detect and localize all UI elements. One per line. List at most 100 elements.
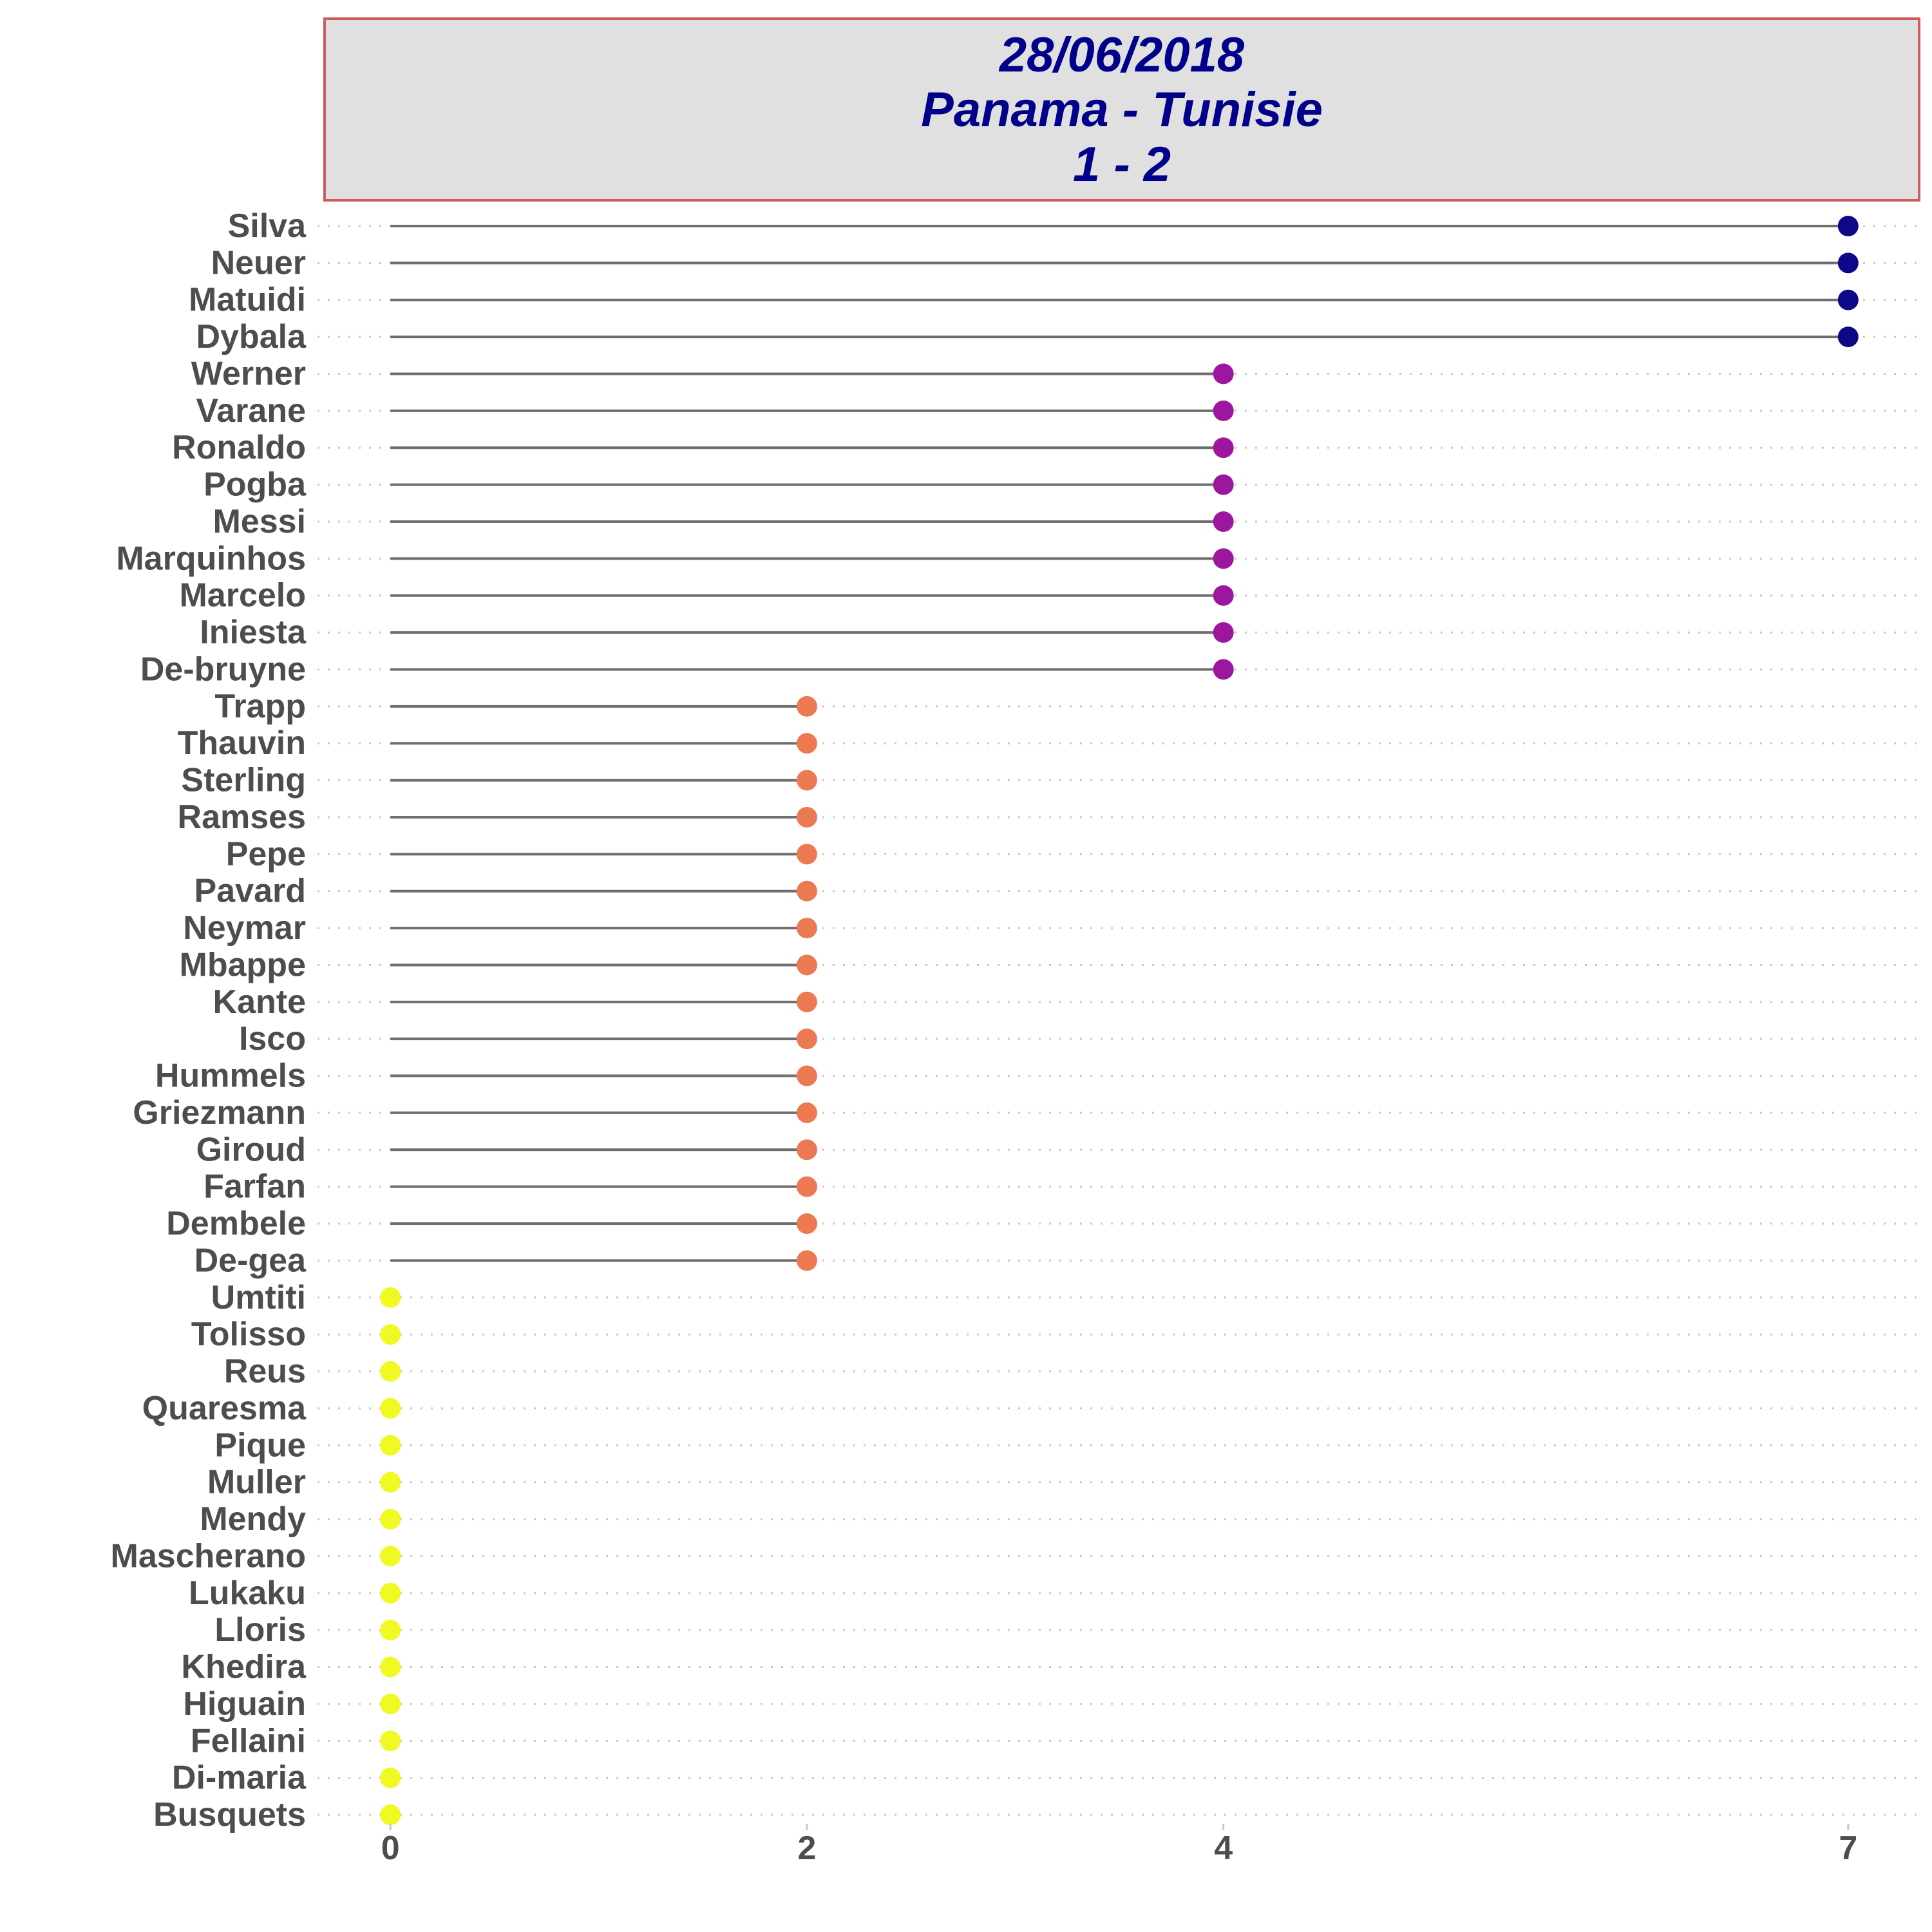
point-ramses [796, 806, 817, 828]
y-label-de-gea: De-gea [194, 1242, 307, 1279]
point-silva [1837, 216, 1859, 236]
point-khedira [380, 1656, 401, 1678]
point-matuidi [1837, 289, 1859, 310]
y-label-pogba: Pogba [204, 466, 307, 504]
point-dembele [796, 1213, 817, 1235]
point-pavard [796, 880, 817, 902]
y-label-farfan: Farfan [204, 1168, 306, 1206]
title-date: 28/06/2018 [999, 27, 1245, 82]
point-pique [380, 1435, 401, 1456]
point-higuain [380, 1693, 401, 1714]
point-giroud [796, 1139, 817, 1160]
point-tolisso [380, 1324, 401, 1345]
point-muller [380, 1472, 401, 1493]
y-label-muller: Muller [207, 1464, 306, 1501]
y-label-khedira: Khedira [181, 1649, 307, 1686]
title-match: Panama - Tunisie [921, 82, 1323, 137]
point-lukaku [380, 1582, 401, 1604]
y-label-sterling: Sterling [181, 762, 306, 799]
x-tick-label-7: 7 [1839, 1830, 1857, 1867]
point-iniesta [1213, 622, 1234, 643]
y-label-mascherano: Mascherano [111, 1537, 306, 1575]
point-marquinhos [1213, 548, 1234, 569]
x-tick-label-0: 0 [381, 1830, 400, 1867]
y-label-pavard: Pavard [194, 873, 306, 910]
y-label-fellaini: Fellaini [191, 1722, 306, 1759]
y-label-dybala: Dybala [196, 318, 307, 355]
y-label-neuer: Neuer [211, 244, 306, 281]
point-werner [1213, 363, 1234, 384]
y-label-iniesta: Iniesta [200, 614, 307, 651]
point-mendy [380, 1509, 401, 1530]
point-neymar [796, 918, 817, 939]
x-tick-label-4: 4 [1214, 1830, 1233, 1867]
y-label-pique: Pique [214, 1426, 306, 1464]
y-label-reus: Reus [224, 1353, 306, 1390]
y-label-mbappe: Mbappe [180, 946, 306, 983]
y-label-griezmann: Griezmann [133, 1094, 306, 1132]
y-axis-labels: SilvaNeuerMatuidiDybalaWernerVaraneRonal… [111, 207, 307, 1833]
point-neuer [1837, 252, 1859, 274]
y-label-tolisso: Tolisso [191, 1316, 306, 1353]
y-label-dembele: Dembele [166, 1205, 306, 1242]
y-label-lloris: Lloris [214, 1611, 306, 1649]
point-mbappe [796, 954, 817, 976]
point-pepe [796, 844, 817, 865]
y-label-marquinhos: Marquinhos [116, 540, 306, 577]
y-label-higuain: Higuain [183, 1685, 306, 1723]
title-box: 28/06/2018 Panama - Tunisie 1 - 2 [323, 17, 1920, 202]
point-reus [380, 1361, 401, 1382]
y-label-matuidi: Matuidi [189, 281, 306, 319]
point-trapp [796, 696, 817, 717]
point-mascherano [380, 1546, 401, 1567]
point-griezmann [796, 1102, 817, 1123]
point-hummels [796, 1065, 817, 1086]
y-label-silva: Silva [228, 207, 307, 245]
point-lloris [380, 1620, 401, 1641]
point-farfan [796, 1176, 817, 1197]
point-quaresma [380, 1397, 401, 1419]
y-label-neymar: Neymar [183, 909, 306, 947]
y-label-quaresma: Quaresma [142, 1390, 307, 1427]
point-de-gea [796, 1250, 817, 1271]
point-umtiti [380, 1287, 401, 1308]
y-label-thauvin: Thauvin [178, 724, 306, 762]
x-axis-ticks: 0 2 4 7 [381, 1824, 1857, 1867]
y-label-umtiti: Umtiti [211, 1279, 306, 1316]
point-busquets [380, 1804, 401, 1825]
point-marcelo [1213, 585, 1234, 606]
y-label-di-maria: Di-maria [172, 1759, 307, 1797]
y-label-busquets: Busquets [153, 1796, 306, 1833]
y-label-isco: Isco [239, 1020, 306, 1057]
point-de-bruyne [1213, 659, 1234, 680]
point-kante [796, 991, 817, 1012]
y-label-lukaku: Lukaku [189, 1575, 306, 1612]
segments [390, 225, 1848, 1262]
gridlines [317, 225, 1921, 1816]
y-label-kante: Kante [213, 983, 306, 1021]
point-varane [1213, 400, 1234, 421]
point-pogba [1213, 474, 1234, 495]
y-label-giroud: Giroud [196, 1131, 306, 1168]
y-label-mendy: Mendy [200, 1501, 306, 1538]
y-label-varane: Varane [196, 392, 306, 430]
y-label-ronaldo: Ronaldo [172, 429, 306, 466]
point-ronaldo [1213, 437, 1234, 459]
y-label-hummels: Hummels [155, 1057, 306, 1095]
point-isco [796, 1028, 817, 1050]
point-sterling [796, 770, 817, 791]
y-label-ramses: Ramses [178, 799, 306, 836]
point-fellaini [380, 1730, 401, 1752]
y-label-messi: Messi [213, 503, 306, 540]
point-dybala [1837, 327, 1859, 348]
point-messi [1213, 511, 1234, 532]
y-label-marcelo: Marcelo [179, 577, 306, 614]
x-tick-label-2: 2 [797, 1830, 816, 1867]
title-score: 1 - 2 [1072, 137, 1171, 192]
point-thauvin [796, 733, 817, 754]
y-label-werner: Werner [191, 355, 306, 392]
point-di-maria [380, 1767, 401, 1788]
y-label-de-bruyne: De-bruyne [140, 650, 306, 688]
y-label-trapp: Trapp [214, 688, 306, 725]
